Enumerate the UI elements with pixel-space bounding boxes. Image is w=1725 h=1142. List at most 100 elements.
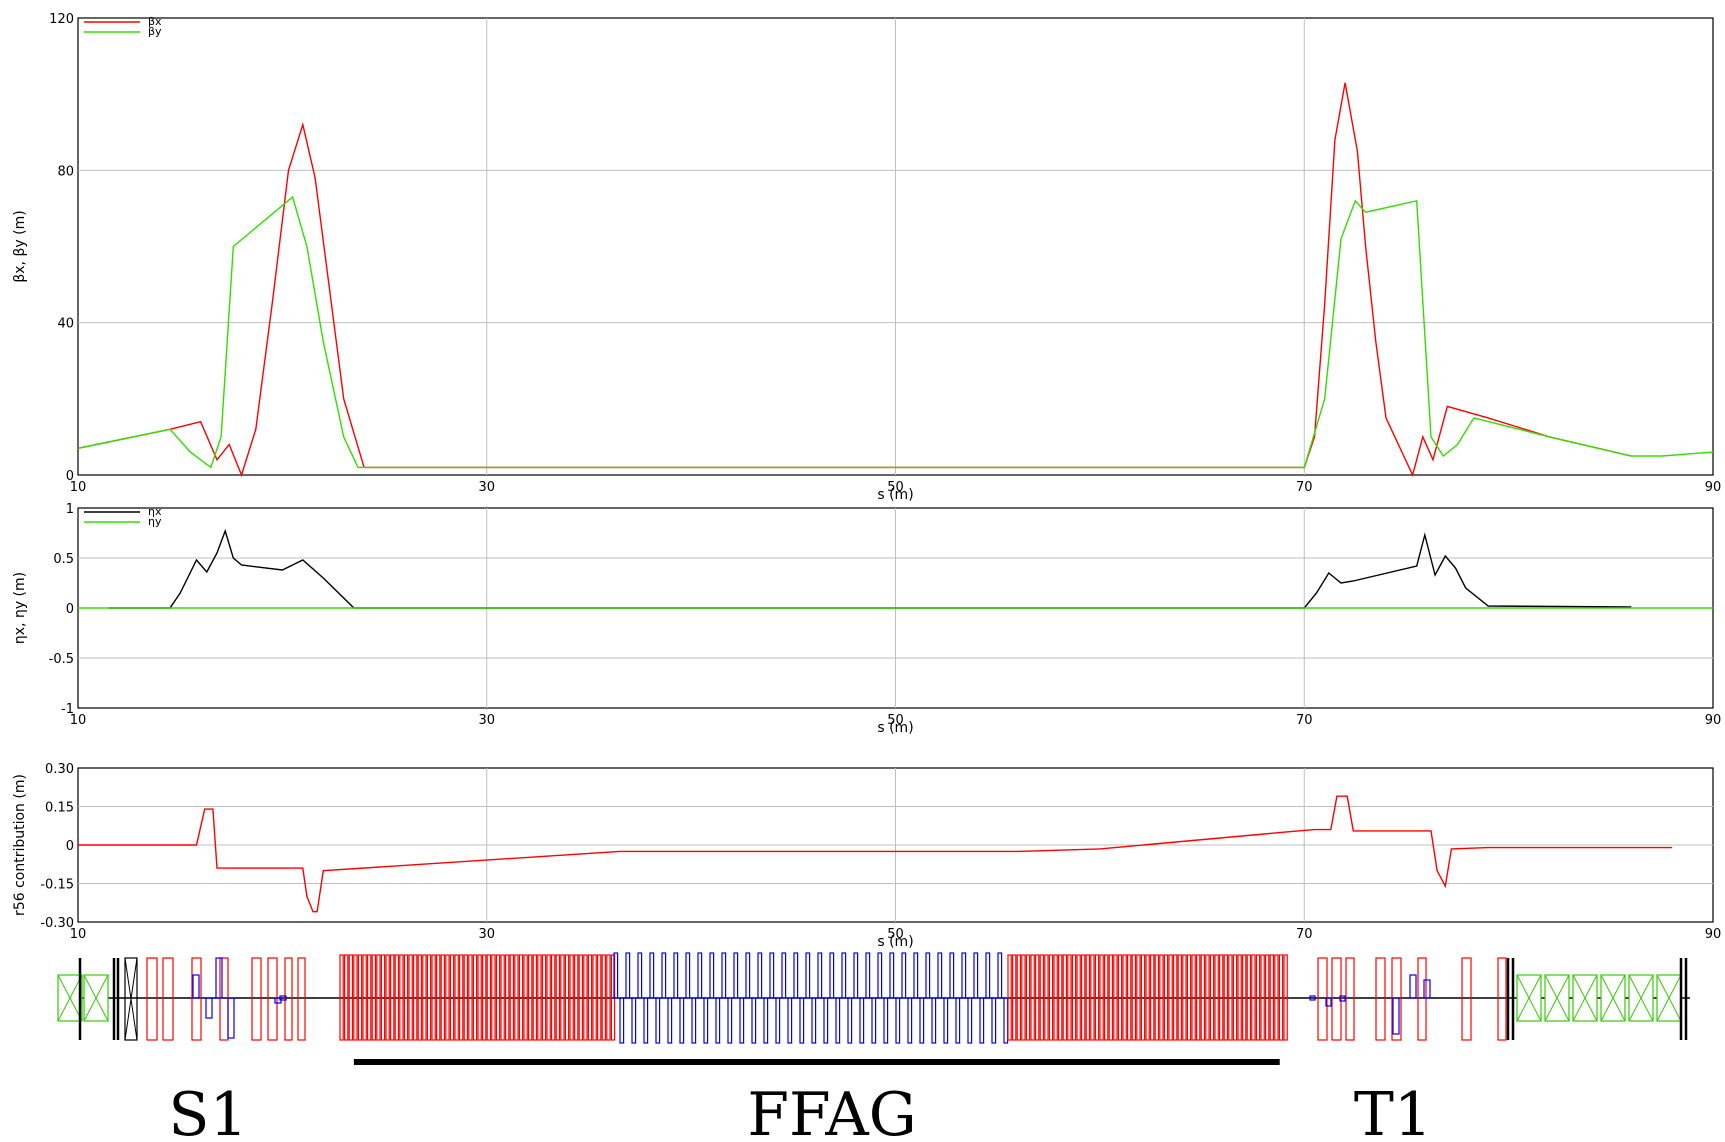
ffag-dipole-cell — [1057, 954, 1063, 1041]
ffag-quadrupole-cell — [673, 952, 679, 999]
beta-series-line-1 — [77, 82, 1632, 478]
ffag-dipole-cell — [1131, 954, 1137, 1041]
ffag-dipole-cell — [459, 954, 464, 1041]
ffag-dipole-cell — [1163, 954, 1169, 1041]
ffag-dipole-cell — [436, 954, 441, 1041]
ffag-quadrupole-cell — [841, 952, 847, 999]
ffag-dipole-cell — [527, 954, 533, 1041]
eta-y-tick-label: -0.5 — [49, 652, 74, 667]
ffag-quadrupole-cell — [817, 952, 823, 999]
ffag-quadrupole-cell — [619, 997, 625, 1044]
ffag-quadrupole-cell — [943, 997, 949, 1044]
eta-y-tick-label: 0.5 — [53, 552, 74, 567]
ffag-dipole-cell — [1283, 954, 1288, 1041]
quadrupole-element — [1325, 997, 1332, 1007]
ffag-dipole-cell — [1274, 954, 1279, 1041]
ffag-dipole-cell — [348, 954, 354, 1041]
marker-element — [124, 957, 138, 1041]
ffag-quadrupole-cell — [871, 997, 877, 1044]
r56-x-tick-label: 10 — [70, 927, 87, 942]
ffag-quadrupole-cell — [949, 952, 955, 999]
ffag-dipole-cell — [417, 954, 423, 1041]
ffag-dipole-cell — [1246, 954, 1252, 1041]
ffag-quadrupole-cell — [667, 997, 673, 1044]
quadrupole-element — [192, 974, 200, 999]
ffag-dipole-cell — [1255, 954, 1261, 1041]
beta-y-tick-label: 120 — [49, 12, 74, 27]
dipole-element — [297, 957, 306, 1041]
ffag-quadrupole-cell — [637, 952, 643, 999]
beta-y-tick-label: 40 — [57, 317, 74, 332]
ffag-quadrupole-cell — [733, 952, 739, 999]
beta-y-axis-label: βx, βy (m) — [12, 210, 28, 282]
dipole-element — [1461, 957, 1472, 1041]
ffag-dipole-cell — [1103, 954, 1109, 1041]
ffag-quadrupole-cell — [973, 952, 979, 999]
ffag-quadrupole-cell — [625, 952, 631, 999]
beta-x-tick-label: 70 — [1296, 480, 1313, 495]
section-label-ffag: FFAG — [747, 1080, 916, 1142]
ffag-quadrupole-cell — [955, 997, 961, 1044]
ffag-dipole-cell — [1048, 954, 1054, 1041]
r56-x-tick-label: 90 — [1705, 927, 1722, 942]
ffag-dipole-cell — [518, 954, 524, 1041]
ffag-dipole-cell — [431, 954, 436, 1041]
ffag-dipole-cell — [1034, 954, 1040, 1041]
ffag-dipole-cell — [1076, 954, 1081, 1041]
ffag-quadrupole-cell — [859, 997, 865, 1044]
ffag-dipole-cell — [445, 954, 450, 1041]
r56-y-tick-label: 0.15 — [45, 801, 74, 816]
ffag-quadrupole-cell — [931, 997, 937, 1044]
quadrupole-element — [1409, 974, 1417, 999]
quadrupole-element — [205, 997, 213, 1019]
ffag-dipole-cell — [606, 954, 611, 1041]
ffag-quadrupole-cell — [763, 997, 769, 1044]
beta-legend-entry: βy — [148, 25, 162, 38]
ffag-quadrupole-cell — [799, 997, 805, 1044]
ffag-quadrupole-cell — [847, 997, 853, 1044]
dipole-element — [1317, 957, 1328, 1041]
cavity-element-cross — [1544, 974, 1570, 1022]
ffag-quadrupole-cell — [769, 952, 775, 999]
eta-y-tick-label: -1 — [61, 702, 74, 717]
ffag-quadrupole-cell — [793, 952, 799, 999]
eta-y-tick-label: 1 — [66, 502, 74, 517]
ffag-quadrupole-cell — [727, 997, 733, 1044]
ffag-dipole-cell — [1232, 954, 1238, 1041]
cavity-element-cross — [1656, 974, 1682, 1022]
ffag-dipole-cell — [1113, 954, 1118, 1041]
ffag-quadrupole-cell — [877, 952, 883, 999]
ffag-dipole-cell — [1140, 954, 1146, 1041]
ffag-dipole-cell — [394, 954, 400, 1041]
ffag-dipole-cell — [532, 954, 538, 1041]
ffag-dipole-cell — [367, 954, 372, 1041]
ffag-dipole-cell — [1136, 954, 1141, 1041]
ffag-quadrupole-cell — [703, 997, 709, 1044]
quadrupole-element — [215, 957, 223, 999]
ffag-dipole-cell — [468, 954, 473, 1041]
ffag-dipole-cell — [601, 954, 607, 1041]
ffag-dipole-cell — [1228, 954, 1233, 1041]
ffag-dipole-cell — [385, 954, 390, 1041]
ffag-dipole-cell — [1186, 954, 1192, 1041]
ffag-dipole-cell — [495, 954, 501, 1041]
ffag-dipole-cell — [592, 954, 597, 1041]
ffag-dipole-cell — [509, 954, 515, 1041]
ffag-dipole-cell — [1062, 954, 1068, 1041]
ffag-quadrupole-cell — [739, 997, 745, 1044]
ffag-dipole-cell — [1071, 954, 1077, 1041]
ffag-dipole-cell — [1145, 954, 1150, 1041]
ffag-dipole-cell — [1007, 954, 1012, 1041]
dipole-element — [1331, 957, 1342, 1041]
cavity-element-cross — [1572, 974, 1598, 1022]
r56-x-tick-label: 50 — [887, 927, 904, 942]
ffag-quadrupole-cell — [967, 997, 973, 1044]
ffag-dipole-cell — [463, 954, 469, 1041]
ffag-quadrupole-cell — [925, 952, 931, 999]
ffag-dipole-cell — [371, 954, 377, 1041]
quadrupole-element — [1339, 995, 1346, 1002]
ffag-quadrupole-cell — [913, 952, 919, 999]
quadrupole-element — [279, 995, 287, 1001]
